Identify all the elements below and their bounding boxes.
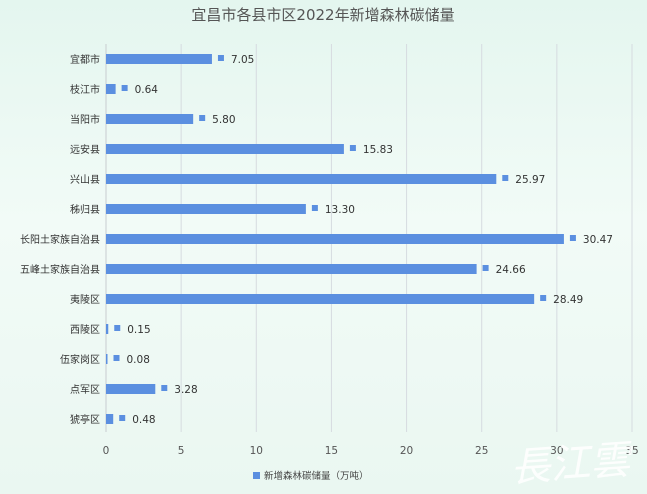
value-label-marker (119, 415, 126, 421)
value-label: 0.48 (132, 414, 155, 426)
category-label: 猇亭区 (70, 413, 100, 426)
bar (106, 384, 156, 394)
legend: 新增森林碳储量（万吨） (253, 470, 369, 482)
category-label: 西陵区 (70, 324, 100, 336)
value-label: 0.64 (135, 84, 159, 96)
x-tick-label: 30 (550, 445, 563, 457)
category-label: 宜都市 (70, 53, 100, 66)
legend-swatch (253, 472, 260, 479)
value-label: 3.28 (174, 384, 197, 396)
bar (106, 294, 535, 304)
bar (106, 234, 564, 244)
value-label: 25.97 (515, 174, 545, 186)
value-label: 7.05 (231, 54, 254, 66)
category-labels: 宜都市枝江市当阳市远安县兴山县秭归县长阳土家族自治县五峰土家族自治县夷陵区西陵区… (20, 53, 100, 426)
category-label: 秭归县 (70, 203, 100, 216)
category-label: 兴山县 (70, 174, 100, 186)
legend-label: 新增森林碳储量（万吨） (264, 470, 369, 482)
value-label-marker (121, 85, 128, 91)
value-label-marker (217, 55, 224, 61)
value-label-marker (199, 115, 206, 121)
value-label: 30.47 (583, 234, 613, 246)
x-tick-label: 0 (103, 445, 110, 457)
category-label: 夷陵区 (70, 293, 100, 306)
x-tick-label: 15 (325, 445, 338, 457)
x-tick-label: 20 (400, 445, 413, 457)
chart-title: 宜昌市各县市区2022年新增森林碳储量 (191, 6, 454, 24)
value-label: 0.15 (127, 324, 150, 336)
value-label: 28.49 (553, 294, 583, 306)
x-tick-label: 5 (178, 445, 185, 457)
bar (106, 354, 108, 364)
x-tick-label: 10 (250, 445, 263, 457)
value-label: 5.80 (212, 114, 235, 126)
value-label-marker (311, 205, 318, 211)
category-label: 当阳市 (70, 113, 100, 126)
category-label: 枝江市 (70, 83, 100, 96)
bar (106, 324, 109, 334)
category-label: 五峰土家族自治县 (20, 263, 100, 276)
value-label-marker (161, 385, 168, 391)
value-labels: 7.05 0.64 5.80 15.83 25.97 13.30 30.47 24.66 28.… (113, 54, 613, 426)
x-tick-label: 35 (625, 445, 638, 457)
bar (106, 54, 212, 64)
bar (106, 114, 194, 124)
value-label-marker (114, 325, 121, 331)
value-label-marker (540, 295, 547, 301)
bar (106, 174, 497, 184)
value-label: 0.08 (127, 354, 150, 366)
bars-group (106, 54, 564, 424)
category-label: 点军区 (70, 384, 100, 396)
value-label: 13.30 (325, 204, 355, 216)
bar (106, 144, 344, 154)
bar (106, 264, 477, 274)
value-label-marker (482, 265, 489, 271)
value-label-marker (113, 355, 120, 361)
value-label-marker (349, 145, 356, 151)
x-axis-ticks: 0 5 10 15 20 25 30 35 (103, 445, 639, 457)
value-label: 15.83 (363, 144, 393, 156)
bar (106, 84, 116, 94)
category-label: 伍家岗区 (60, 353, 100, 366)
category-label: 远安县 (70, 143, 100, 156)
x-tick-label: 25 (475, 445, 488, 457)
value-label-marker (569, 235, 576, 241)
value-label-marker (502, 175, 509, 181)
category-label: 长阳土家族自治县 (20, 233, 100, 246)
bar (106, 204, 306, 214)
value-label: 24.66 (496, 264, 526, 276)
bar (106, 414, 114, 424)
watermark-logo: 長江雲 (509, 437, 636, 492)
